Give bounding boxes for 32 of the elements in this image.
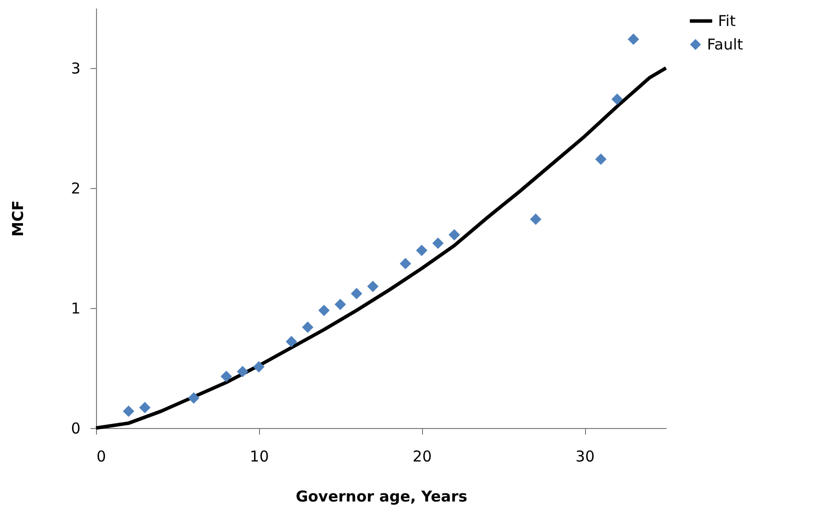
point [139, 402, 151, 414]
y-tick-label: 2 [70, 180, 80, 198]
point [318, 304, 330, 316]
y-tick-label: 0 [70, 420, 80, 438]
y-axis-title: MCF [8, 200, 27, 237]
x-tick-label: 0 [96, 448, 106, 466]
point [595, 154, 607, 165]
point [530, 214, 542, 225]
point [253, 361, 265, 372]
point [286, 336, 298, 348]
point [367, 280, 379, 292]
legend-label: Fault [707, 36, 744, 54]
point [334, 298, 346, 310]
point [628, 34, 640, 45]
point [302, 322, 314, 333]
x-tick-label: 10 [250, 448, 269, 466]
point [416, 244, 428, 256]
point [350, 288, 362, 300]
x-tick-label: 30 [576, 448, 595, 466]
legend-label: Fit [718, 12, 736, 30]
x-axis-title: Governor age, Years [296, 488, 468, 506]
y-tick-label: 1 [70, 300, 80, 318]
point [236, 366, 248, 378]
point [432, 238, 444, 249]
point [400, 258, 412, 270]
point [448, 229, 460, 240]
point [188, 392, 200, 404]
point [611, 94, 623, 105]
x-tick-label: 20 [412, 448, 432, 466]
y-tick-label: 3 [70, 60, 80, 78]
point [220, 370, 232, 382]
point [122, 406, 134, 417]
